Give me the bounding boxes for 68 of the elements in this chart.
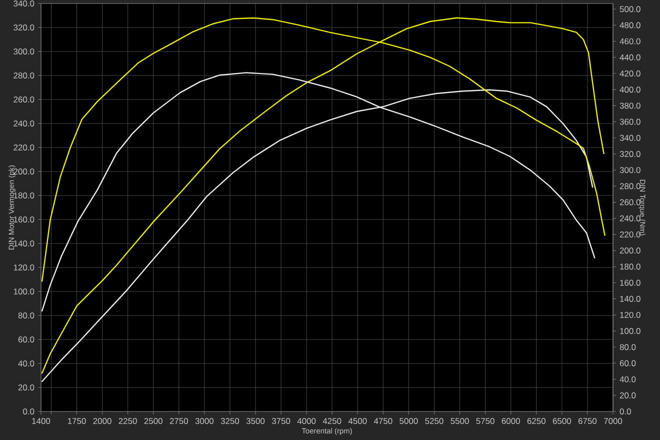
x-tick-label: 5000 xyxy=(400,418,418,424)
x-tick-label: 2750 xyxy=(170,418,188,424)
x-tick-label: 3500 xyxy=(246,418,265,424)
y-tick-label: 200.0 xyxy=(14,168,34,174)
y-tick-label: 300.0 xyxy=(14,48,34,54)
y-tick-label: 180.0 xyxy=(14,192,34,198)
x-tick-label: 5750 xyxy=(476,418,494,424)
y2-tick-label: 80.0 xyxy=(620,344,636,350)
y-tick-label: 220.0 xyxy=(14,144,34,150)
y2-tick-label: 220.0 xyxy=(620,231,640,238)
y2-tick-label: 0.0 xyxy=(620,408,631,414)
x-tick-label: 5500 xyxy=(450,418,469,424)
x-tick-label: 6250 xyxy=(527,418,546,424)
y-tick-label: 240.0 xyxy=(14,120,34,126)
x-tick-label: 1400 xyxy=(32,418,50,424)
y-tick-label: 100.0 xyxy=(14,288,34,294)
x-tick-label: 4500 xyxy=(348,418,367,424)
y2-tick-label: 120.0 xyxy=(620,312,640,318)
y-tick-label: 80.0 xyxy=(18,312,34,318)
x-tick-label: 4750 xyxy=(374,418,392,424)
y2-tick-label: 200.0 xyxy=(620,248,640,254)
y2-tick-label: 20.0 xyxy=(620,392,636,398)
y2-tick-label: 360.0 xyxy=(620,118,640,125)
y-tick-label: 320.0 xyxy=(14,24,34,30)
x-tick-label: 2250 xyxy=(118,418,137,424)
x-tick-label: 3250 xyxy=(220,418,240,424)
y-tick-label: 60.0 xyxy=(18,336,34,342)
y-tick-label: 280.0 xyxy=(14,72,34,78)
y2-tick-label: 500.0 xyxy=(620,6,640,12)
y2-tick-label: 340.0 xyxy=(620,134,640,141)
y2-tick-label: 60.0 xyxy=(620,360,636,366)
x-tick-label: 6500 xyxy=(552,418,572,424)
x-tick-label: 6000 xyxy=(502,418,520,424)
y2-tick-label: 420.0 xyxy=(620,70,640,76)
y2-tick-label: 480.0 xyxy=(620,22,640,28)
y-tick-label: 140.0 xyxy=(14,240,34,246)
y2-tick-label: 300.0 xyxy=(620,167,640,174)
y2-tick-label: 400.0 xyxy=(620,86,640,93)
y-tick-label: 40.0 xyxy=(18,360,34,366)
line-series xyxy=(41,17,604,374)
x-tick-label: 3750 xyxy=(272,418,290,424)
y-tick-label: 0.0 xyxy=(23,408,34,414)
y2-tick-label: 40.0 xyxy=(620,376,636,382)
x-tick-label: 2000 xyxy=(93,418,112,424)
y-tick-label: 340.0 xyxy=(14,0,34,6)
y2-tick-label: 460.0 xyxy=(620,38,640,44)
y2-tick-label: 160.0 xyxy=(620,280,640,286)
y2-tick-label: 240.0 xyxy=(620,215,640,222)
x-tick-label: 6750 xyxy=(578,418,597,424)
y2-tick-label: 260.0 xyxy=(620,199,640,206)
y2-tick-label: 100.0 xyxy=(620,328,640,334)
x-tick-label: 2500 xyxy=(144,418,162,424)
x-tick-label: 5250 xyxy=(425,418,444,424)
x-tick-label: 4250 xyxy=(322,418,342,424)
x-tick-label: 4000 xyxy=(297,418,316,424)
y-tick-label: 120.0 xyxy=(14,264,34,270)
x-tick-label: 1750 xyxy=(68,418,86,424)
y-tick-label: 20.0 xyxy=(18,384,34,390)
x-tick-label: 7000 xyxy=(604,418,622,424)
y2-tick-label: 280.0 xyxy=(620,183,640,190)
y-tick-label: 260.0 xyxy=(14,96,34,102)
y2-tick-label: 380.0 xyxy=(620,102,640,109)
y2-tick-label: 140.0 xyxy=(620,296,640,302)
y2-tick-label: 320.0 xyxy=(620,150,640,157)
x-tick-label: 3000 xyxy=(195,418,214,424)
y-tick-label: 160.0 xyxy=(14,216,34,222)
y2-tick-label: 440.0 xyxy=(620,54,640,60)
y2-tick-label: 180.0 xyxy=(620,264,640,270)
